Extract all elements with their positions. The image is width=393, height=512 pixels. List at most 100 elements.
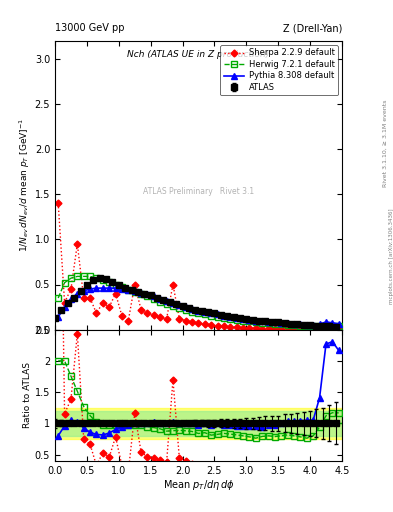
Herwig 7.2.1 default [311,323,316,329]
Herwig 7.2.1 default [190,309,195,315]
Pythia 8.308 default [311,322,316,328]
Sherpa 2.2.9 default [311,326,316,332]
Sherpa 2.2.9 default [336,326,341,332]
Herwig 7.2.1 default [107,279,112,285]
Pythia 8.308 default [119,286,124,292]
Herwig 7.2.1 default [336,324,341,330]
Pythia 8.308 default [145,291,150,297]
Pythia 8.308 default [164,297,169,304]
Pythia 8.308 default [215,311,220,317]
Sherpa 2.2.9 default [260,326,264,332]
Sherpa 2.2.9 default [215,323,220,329]
X-axis label: Mean $p_T/d\eta\,d\phi$: Mean $p_T/d\eta\,d\phi$ [163,478,234,493]
Herwig 7.2.1 default [158,298,163,305]
Herwig 7.2.1 default [234,316,239,323]
Herwig 7.2.1 default [132,289,137,295]
Sherpa 2.2.9 default [69,286,73,292]
Herwig 7.2.1 default [56,295,61,301]
Sherpa 2.2.9 default [298,326,303,332]
Herwig 7.2.1 default [222,315,226,321]
Line: Sherpa 2.2.9 default: Sherpa 2.2.9 default [56,201,341,331]
Herwig 7.2.1 default [323,323,328,329]
Pythia 8.308 default [113,285,118,291]
Sherpa 2.2.9 default [81,295,86,301]
Sherpa 2.2.9 default [164,316,169,322]
Y-axis label: $1/N_{ev}\,dN_{ev}/d$ mean $p_T$ [GeV]$^{-1}$: $1/N_{ev}\,dN_{ev}/d$ mean $p_T$ [GeV]$^… [17,118,32,252]
Line: Pythia 8.308 default: Pythia 8.308 default [55,285,342,328]
Herwig 7.2.1 default [253,319,258,326]
Sherpa 2.2.9 default [126,317,131,324]
Herwig 7.2.1 default [298,323,303,329]
Pythia 8.308 default [292,321,296,327]
Pythia 8.308 default [279,320,284,326]
Pythia 8.308 default [101,285,105,291]
Pythia 8.308 default [139,290,143,296]
Herwig 7.2.1 default [196,310,201,316]
Herwig 7.2.1 default [260,320,264,326]
Pythia 8.308 default [202,309,207,315]
Pythia 8.308 default [323,319,328,325]
Herwig 7.2.1 default [215,314,220,320]
Sherpa 2.2.9 default [107,304,112,310]
Herwig 7.2.1 default [88,273,92,280]
Herwig 7.2.1 default [273,321,277,327]
Pythia 8.308 default [209,310,213,316]
Sherpa 2.2.9 default [145,310,150,316]
Herwig 7.2.1 default [145,293,150,300]
Herwig 7.2.1 default [317,323,322,329]
Sherpa 2.2.9 default [330,326,335,332]
Sherpa 2.2.9 default [305,326,309,332]
Pythia 8.308 default [234,315,239,321]
Sherpa 2.2.9 default [56,200,61,206]
Sherpa 2.2.9 default [279,326,284,332]
Pythia 8.308 default [247,316,252,323]
Sherpa 2.2.9 default [196,320,201,326]
Pythia 8.308 default [94,285,99,291]
Sherpa 2.2.9 default [177,316,182,322]
Herwig 7.2.1 default [151,296,156,302]
Herwig 7.2.1 default [247,318,252,325]
Herwig 7.2.1 default [330,323,335,329]
Sherpa 2.2.9 default [75,241,80,247]
Pythia 8.308 default [62,304,67,310]
Text: Z (Drell-Yan): Z (Drell-Yan) [283,23,342,33]
Herwig 7.2.1 default [75,273,80,280]
Herwig 7.2.1 default [209,313,213,319]
Text: Rivet 3.1.10, ≥ 3.1M events: Rivet 3.1.10, ≥ 3.1M events [383,100,387,187]
Pythia 8.308 default [330,320,335,326]
Pythia 8.308 default [241,316,246,322]
Pythia 8.308 default [56,314,61,320]
Herwig 7.2.1 default [164,301,169,307]
Pythia 8.308 default [273,319,277,326]
Herwig 7.2.1 default [177,305,182,311]
Sherpa 2.2.9 default [247,325,252,331]
Sherpa 2.2.9 default [253,325,258,331]
Pythia 8.308 default [336,321,341,327]
Herwig 7.2.1 default [69,275,73,281]
Sherpa 2.2.9 default [222,324,226,330]
Sherpa 2.2.9 default [139,307,143,313]
Herwig 7.2.1 default [94,275,99,281]
Herwig 7.2.1 default [101,277,105,283]
Herwig 7.2.1 default [305,323,309,329]
Pythia 8.308 default [126,287,131,293]
Pythia 8.308 default [196,308,201,314]
Pythia 8.308 default [75,290,80,296]
Herwig 7.2.1 default [292,322,296,328]
Text: mcplots.cern.ch [arXiv:1306.3436]: mcplots.cern.ch [arXiv:1306.3436] [389,208,393,304]
Line: Herwig 7.2.1 default: Herwig 7.2.1 default [55,273,342,329]
Bar [55,411,342,436]
Herwig 7.2.1 default [119,284,124,290]
Sherpa 2.2.9 default [113,290,118,296]
Sherpa 2.2.9 default [62,300,67,306]
Sherpa 2.2.9 default [171,282,175,288]
Pythia 8.308 default [151,293,156,300]
Herwig 7.2.1 default [279,321,284,327]
Sherpa 2.2.9 default [228,324,233,330]
Text: Nch (ATLAS UE in Z production): Nch (ATLAS UE in Z production) [127,50,270,58]
Pythia 8.308 default [88,286,92,292]
Sherpa 2.2.9 default [285,325,290,331]
Sherpa 2.2.9 default [184,317,188,324]
Sherpa 2.2.9 default [323,326,328,332]
Sherpa 2.2.9 default [158,314,163,320]
